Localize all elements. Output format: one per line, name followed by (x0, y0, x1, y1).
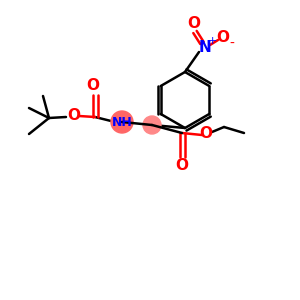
Ellipse shape (111, 111, 133, 133)
Text: NH: NH (112, 116, 132, 128)
Text: O: O (188, 16, 200, 31)
Text: O: O (68, 109, 80, 124)
Ellipse shape (143, 116, 161, 134)
Text: O: O (217, 31, 230, 46)
Text: -: - (230, 37, 234, 51)
Text: O: O (86, 79, 100, 94)
Text: +: + (207, 36, 217, 46)
Text: O: O (200, 125, 212, 140)
Text: N: N (199, 40, 212, 56)
Text: O: O (176, 158, 188, 173)
